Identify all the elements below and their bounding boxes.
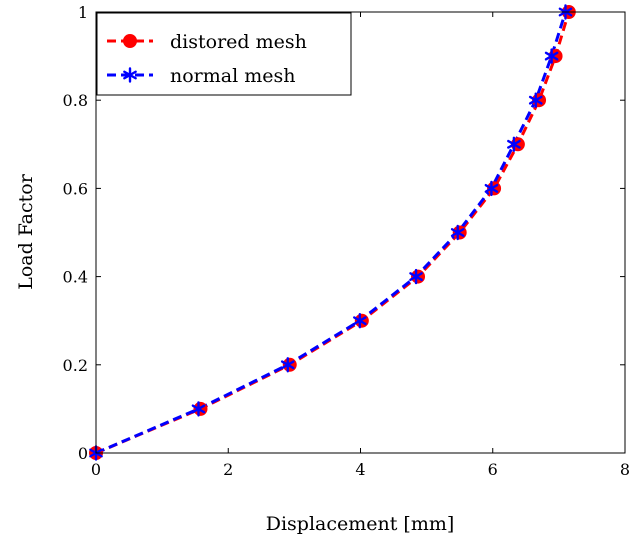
legend-marker: [123, 67, 137, 83]
legend-label: normal mesh: [170, 65, 295, 87]
legend-items: distored mesh normal mesh: [107, 31, 307, 87]
series-1-point: [544, 48, 559, 64]
y-tick-label: 0.6: [63, 179, 88, 198]
y-axis-title: Load Factor: [15, 173, 37, 290]
x-tick-label: 8: [620, 460, 630, 479]
x-tick-label: 6: [488, 460, 498, 479]
x-axis-title: Displacement [mm]: [266, 513, 455, 535]
series-1-point: [450, 224, 465, 241]
x-tick-label: 4: [355, 460, 365, 479]
y-tick-label: 0.2: [63, 356, 88, 375]
series-1-point: [528, 92, 543, 108]
series-1-point: [280, 357, 295, 373]
series-1-point: [507, 136, 521, 153]
ticks-layer: 0 2 4 6 8 0 0.2 0.4 0.6 0.8 1: [63, 3, 631, 479]
legend: distored mesh normal mesh: [96, 12, 352, 96]
x-tick-label: 2: [223, 460, 233, 479]
legend-box: [96, 12, 352, 96]
y-tick-label: 0.4: [63, 268, 88, 287]
series-1-point: [409, 268, 423, 285]
series-1-point: [353, 313, 367, 329]
y-tick-label: 0.8: [63, 91, 88, 110]
legend-marker: [123, 34, 137, 48]
y-tick-label: 0: [78, 444, 88, 463]
series-1-point: [191, 401, 206, 417]
x-tick-label: 0: [91, 460, 101, 479]
series-layer: [89, 4, 576, 461]
y-tick-label: 1: [78, 3, 88, 22]
legend-label: distored mesh: [170, 31, 307, 53]
series-1-point: [484, 180, 499, 197]
